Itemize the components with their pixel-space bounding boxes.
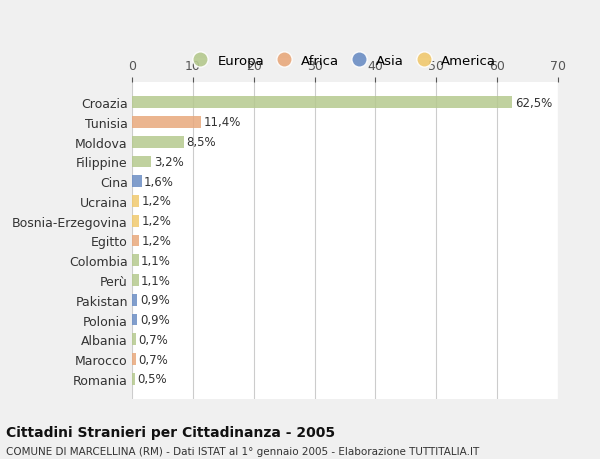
Text: 0,7%: 0,7%: [139, 353, 169, 366]
Text: Cittadini Stranieri per Cittadinanza - 2005: Cittadini Stranieri per Cittadinanza - 2…: [6, 425, 335, 439]
Bar: [132, 136, 184, 148]
Text: 62,5%: 62,5%: [515, 96, 552, 109]
Bar: [132, 156, 151, 168]
Text: 1,1%: 1,1%: [141, 254, 171, 267]
Bar: [132, 314, 137, 326]
Text: 3,2%: 3,2%: [154, 156, 184, 168]
Text: 8,5%: 8,5%: [186, 136, 216, 149]
Bar: [132, 353, 136, 365]
Bar: [132, 255, 139, 267]
Text: 1,6%: 1,6%: [144, 175, 174, 188]
Text: 11,4%: 11,4%: [204, 116, 241, 129]
Text: 1,2%: 1,2%: [142, 215, 172, 228]
Text: 0,9%: 0,9%: [140, 294, 170, 307]
Bar: [132, 215, 139, 227]
Legend: Europa, Africa, Asia, America: Europa, Africa, Asia, America: [187, 48, 503, 74]
Text: 0,7%: 0,7%: [139, 333, 169, 346]
Text: 1,1%: 1,1%: [141, 274, 171, 287]
Text: 1,2%: 1,2%: [142, 235, 172, 247]
Text: 1,2%: 1,2%: [142, 195, 172, 208]
Bar: [132, 334, 136, 346]
Bar: [132, 97, 512, 109]
Bar: [132, 274, 139, 286]
Bar: [132, 117, 202, 129]
Text: COMUNE DI MARCELLINA (RM) - Dati ISTAT al 1° gennaio 2005 - Elaborazione TUTTITA: COMUNE DI MARCELLINA (RM) - Dati ISTAT a…: [6, 447, 479, 456]
Text: 0,5%: 0,5%: [137, 373, 167, 386]
Bar: [132, 294, 137, 306]
Bar: [132, 235, 139, 247]
Bar: [132, 373, 135, 385]
Text: 0,9%: 0,9%: [140, 313, 170, 326]
Bar: [132, 176, 142, 188]
Bar: [132, 196, 139, 207]
